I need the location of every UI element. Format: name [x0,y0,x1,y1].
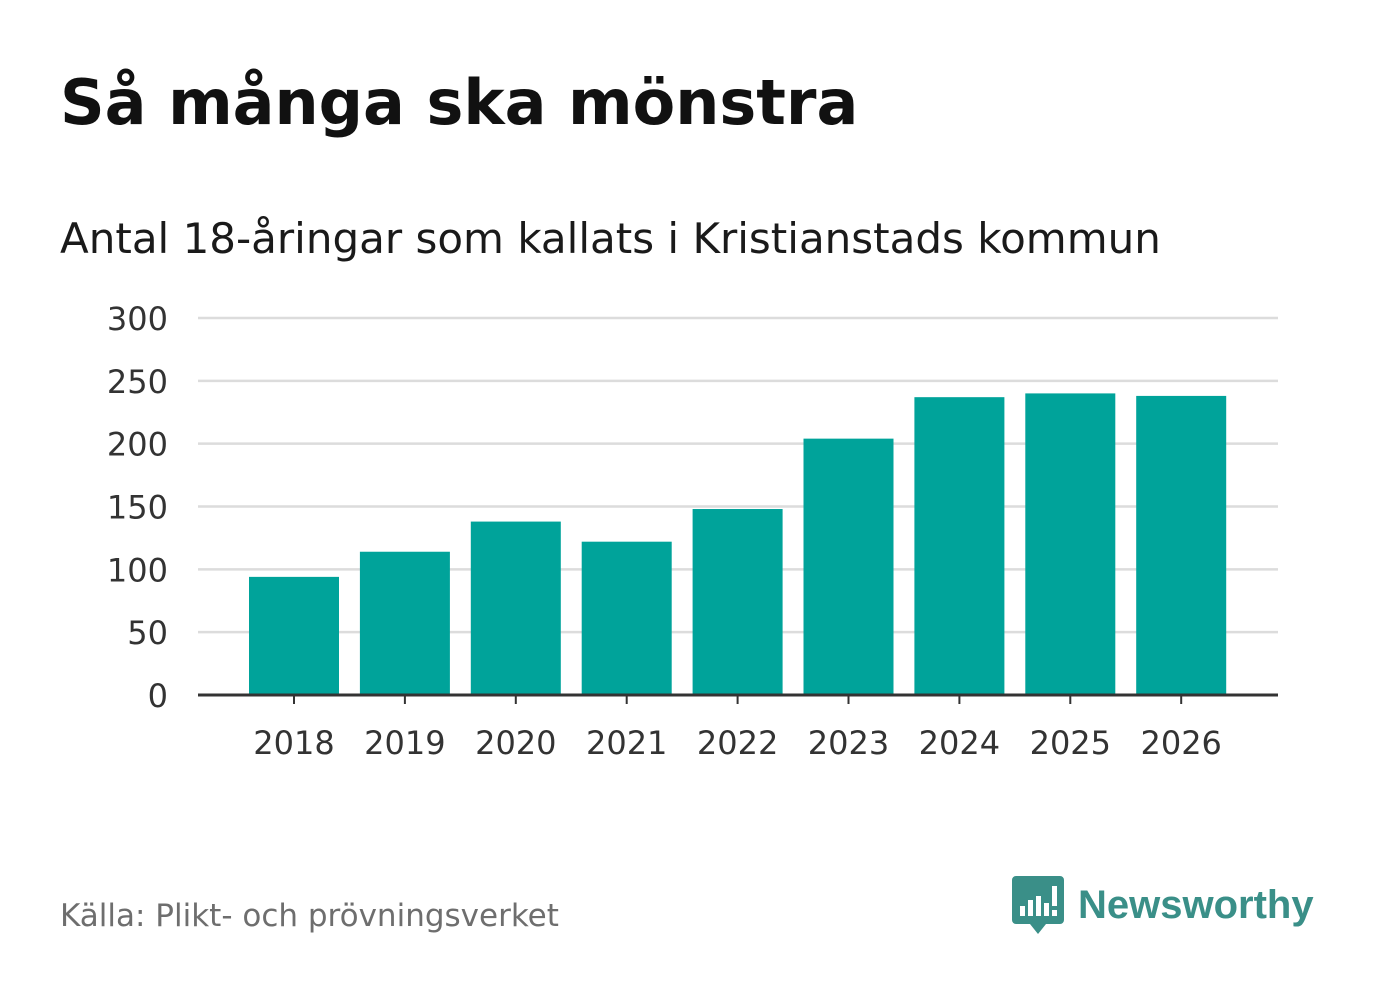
bar-2022 [692,509,783,695]
y-tick-label: 50 [127,614,168,652]
newsworthy-logo: Newsworthy [1012,876,1314,934]
x-tick-label: 2024 [919,724,1000,762]
chart-subtitle: Antal 18-åringar som kallats i Kristians… [60,214,1161,263]
chart-title: Så många ska mönstra [60,66,859,139]
bar-2018 [249,576,339,695]
x-tick-label: 2026 [1140,724,1221,762]
y-tick-label: 200 [107,426,168,464]
y-tick-label: 300 [107,300,168,338]
x-tick-label: 2020 [475,724,556,762]
x-tick-label: 2023 [808,724,889,762]
newsworthy-bar-chart-icon [1012,876,1064,934]
source-note: Källa: Plikt- och prövningsverket [60,898,559,934]
x-tick-label: 2021 [586,724,667,762]
y-tick-label: 100 [107,551,168,589]
x-tick-label: 2025 [1030,724,1111,762]
x-tick-label: 2018 [253,724,334,762]
bar-2020 [470,521,561,695]
x-tick-label: 2019 [364,724,445,762]
y-tick-label: 0 [148,677,168,715]
bar-2026 [1136,395,1227,695]
y-tick-label: 150 [107,489,168,527]
bar-2025 [1025,393,1116,695]
x-tick-label: 2022 [697,724,778,762]
bar-2019 [359,551,450,695]
bar-2021 [581,541,672,695]
logo-text: Newsworthy [1078,882,1314,927]
y-tick-label: 250 [107,363,168,401]
bar-2024 [914,397,1005,695]
bar-2023 [803,438,894,695]
